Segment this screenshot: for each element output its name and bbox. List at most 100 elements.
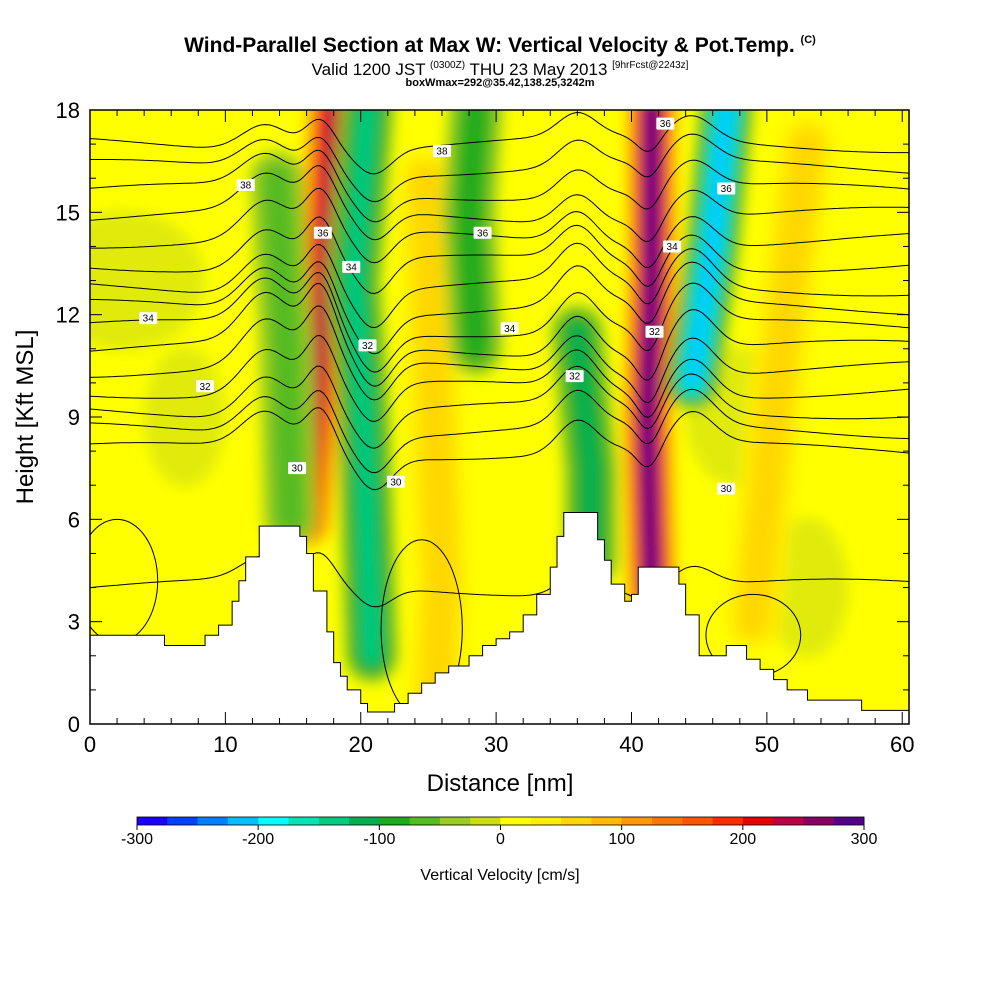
colorbar-tick-label: -100 xyxy=(363,831,395,848)
colorbar-segment xyxy=(258,817,289,825)
contour-labels: 38 38 36 36 36 36 34 34 34 34 32 32 32 32 30 30 30 xyxy=(139,117,736,495)
contour-label: 30 xyxy=(386,475,405,488)
colorbar-segment xyxy=(379,817,411,825)
chart-subtitle: Valid 1200 JST (0300Z) THU 23 May 2013 [… xyxy=(0,60,1000,80)
contour-label: 34 xyxy=(663,240,682,253)
theta-isoline xyxy=(90,407,909,491)
valid-date: THU 23 May 2013 xyxy=(469,60,608,79)
contour-label: 36 xyxy=(717,182,736,195)
contour-label-text: 34 xyxy=(504,324,516,335)
contour-label-text: 38 xyxy=(436,146,448,157)
x-tick-label: 0 xyxy=(84,732,96,757)
x-tick-label: 60 xyxy=(890,732,914,757)
theta-isoline xyxy=(90,261,909,355)
colorbar-segment xyxy=(712,817,744,825)
contour-label: 32 xyxy=(645,325,664,338)
colorbar-segment xyxy=(500,817,532,825)
copyright-mark: (C) xyxy=(800,34,816,46)
colorbar-tick-label: 300 xyxy=(851,831,878,848)
colorbar-segment xyxy=(833,817,865,825)
contour-label: 36 xyxy=(473,226,492,239)
potential-temperature-contours xyxy=(90,111,909,718)
colorbar-segment xyxy=(227,817,259,825)
y-tick-label: 3 xyxy=(68,610,80,635)
updraft-band xyxy=(410,162,458,713)
x-tick-label: 50 xyxy=(755,732,779,757)
contour-label: 38 xyxy=(432,144,451,157)
updraft-band xyxy=(737,128,823,638)
box-wmax-info: boxWmax=292@35.42,138.25,3242m xyxy=(405,77,595,89)
contour-label: 34 xyxy=(139,312,158,325)
contour-label-text: 34 xyxy=(143,314,155,325)
colorbar-segment xyxy=(318,817,350,825)
downdraft-band xyxy=(685,110,734,390)
theta-isoline xyxy=(90,388,909,474)
colorbar-segment xyxy=(197,817,229,825)
weak-downdraft-area xyxy=(144,347,226,487)
colorbar-segment xyxy=(591,817,623,825)
y-tick-label: 12 xyxy=(56,303,80,328)
colorbar-tick-label: 0 xyxy=(496,831,505,848)
x-tick-label: 40 xyxy=(619,732,643,757)
contour-label: 38 xyxy=(236,179,255,192)
contour-label-text: 32 xyxy=(649,327,661,338)
x-tick-label: 20 xyxy=(349,732,373,757)
theta-isoline xyxy=(90,305,909,404)
colorbar-segment xyxy=(621,817,653,825)
contour-label: 30 xyxy=(288,462,307,475)
colorbar-label: Vertical Velocity [cm/s] xyxy=(420,867,579,884)
contour-label: 30 xyxy=(717,482,736,495)
colorbar: -300 -200 -100 0 100 200 300 xyxy=(121,816,878,848)
contour-label: 36 xyxy=(656,117,675,130)
chart-title-text: Wind-Parallel Section at Max W: Vertical… xyxy=(184,34,795,57)
theta-isoline xyxy=(90,165,909,243)
contour-label-text: 36 xyxy=(660,119,672,130)
contour-label-text: 32 xyxy=(200,382,212,393)
contour-label-text: 32 xyxy=(569,372,581,383)
contour-label: 32 xyxy=(196,380,215,393)
theta-isoline xyxy=(90,552,909,608)
colorbar-segment xyxy=(439,817,471,825)
colorbar-segment xyxy=(409,817,441,825)
x-axis-label: Distance [nm] xyxy=(427,770,574,797)
valid-time: Valid 1200 JST xyxy=(311,60,426,79)
forecast-info: [9hrFcst@2243z] xyxy=(612,60,689,71)
contour-label: 34 xyxy=(342,260,361,273)
contour-label-text: 32 xyxy=(362,341,374,352)
colorbar-segment xyxy=(530,817,562,825)
contour-label-text: 34 xyxy=(667,242,679,253)
contour-label-text: 34 xyxy=(346,262,358,273)
y-tick-label: 9 xyxy=(68,405,80,430)
contour-label: 32 xyxy=(358,339,377,352)
downdraft-band xyxy=(457,110,488,361)
theta-isoline xyxy=(90,365,909,449)
x-tick-label: 10 xyxy=(213,732,237,757)
contour-label-text: 30 xyxy=(292,464,304,475)
vertical-velocity-field xyxy=(90,110,849,724)
colorbar-segment xyxy=(561,817,592,825)
theta-isoline xyxy=(90,242,909,329)
colorbar-tick-label: 200 xyxy=(729,831,756,848)
colorbar-segment xyxy=(773,817,804,825)
colorbar-tick-label: -200 xyxy=(242,831,274,848)
colorbar-segment xyxy=(288,817,320,825)
x-tick-label: 30 xyxy=(484,732,508,757)
weak-downdraft-area xyxy=(90,210,206,351)
colorbar-segment xyxy=(137,817,168,825)
colorbar-tick-label: -300 xyxy=(121,831,153,848)
contour-label: 36 xyxy=(313,226,332,239)
plot-area: 38 38 36 36 36 36 34 34 34 34 32 32 32 32 30 30 30 xyxy=(90,110,909,724)
theta-isoline xyxy=(90,334,909,423)
theta-isoline xyxy=(90,111,909,175)
contour-label-text: 30 xyxy=(390,477,402,488)
contour-label-text: 30 xyxy=(721,484,733,495)
theta-isoline xyxy=(90,272,909,373)
y-tick-label: 0 xyxy=(68,712,80,737)
colorbar-segment xyxy=(349,817,380,825)
theta-isoline xyxy=(90,282,909,387)
contour-label-text: 38 xyxy=(240,181,252,192)
theta-isoline xyxy=(90,149,909,223)
valid-utc: (0300Z) xyxy=(430,60,466,71)
